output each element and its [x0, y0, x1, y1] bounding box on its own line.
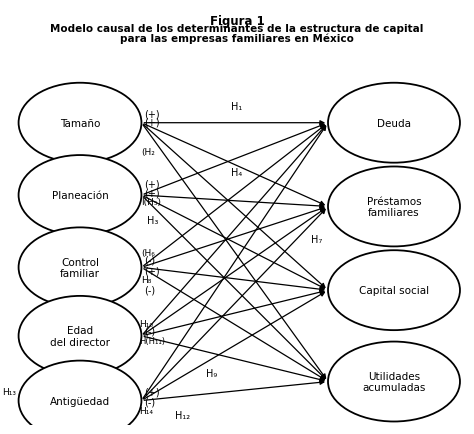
- Text: H₁₀: H₁₀: [139, 319, 153, 328]
- Ellipse shape: [18, 228, 141, 308]
- Ellipse shape: [328, 251, 460, 330]
- Ellipse shape: [18, 296, 141, 376]
- Text: (+): (+): [144, 266, 159, 275]
- Text: (+): (+): [144, 188, 159, 198]
- Text: (H₂: (H₂: [141, 148, 155, 156]
- Text: H₁₃: H₁₃: [2, 387, 16, 396]
- Text: (H₆: (H₆: [141, 248, 155, 257]
- Text: H₄: H₄: [231, 168, 243, 178]
- Text: Préstamos
familiares: Préstamos familiares: [367, 196, 421, 218]
- Text: Tamaño: Tamaño: [60, 118, 100, 128]
- Text: H(H₁₁): H(H₁₁): [139, 336, 165, 345]
- Text: H₁₄: H₁₄: [139, 406, 153, 415]
- Text: (-): (-): [144, 397, 155, 407]
- Text: H₈: H₈: [141, 276, 152, 285]
- Text: Figura 1: Figura 1: [210, 15, 264, 28]
- Text: I(H₅): I(H₅): [141, 197, 162, 207]
- Text: H₉: H₉: [206, 368, 218, 378]
- Text: (-): (-): [144, 284, 155, 294]
- Text: (-): (-): [144, 326, 155, 336]
- Text: Utilidades
acumuladas: Utilidades acumuladas: [362, 371, 426, 392]
- Text: Capital social: Capital social: [359, 286, 429, 296]
- Ellipse shape: [18, 156, 141, 235]
- Text: Deuda: Deuda: [377, 118, 411, 128]
- Text: (-): (-): [144, 255, 155, 265]
- Text: Edad
del director: Edad del director: [50, 326, 110, 347]
- Text: H₃: H₃: [147, 215, 158, 225]
- Text: H₇: H₇: [311, 234, 322, 244]
- Ellipse shape: [328, 167, 460, 247]
- Text: H₁: H₁: [231, 102, 243, 111]
- Text: Planeación: Planeación: [52, 191, 109, 201]
- Text: H₁₂: H₁₂: [175, 410, 190, 420]
- Ellipse shape: [328, 83, 460, 163]
- Text: (+): (+): [144, 109, 159, 119]
- Text: (+): (+): [144, 179, 159, 189]
- Text: (+): (+): [144, 117, 159, 127]
- Text: Antigüedad: Antigüedad: [50, 396, 110, 406]
- Text: Modelo causal de los determinantes de la estructura de capital: Modelo causal de los determinantes de la…: [50, 24, 424, 34]
- Text: (+): (+): [144, 387, 159, 397]
- Ellipse shape: [328, 342, 460, 421]
- Text: para las empresas familiares en México: para las empresas familiares en México: [120, 34, 354, 44]
- Text: Control
familiar: Control familiar: [60, 257, 100, 279]
- Ellipse shape: [18, 83, 141, 163]
- Ellipse shape: [18, 361, 141, 434]
